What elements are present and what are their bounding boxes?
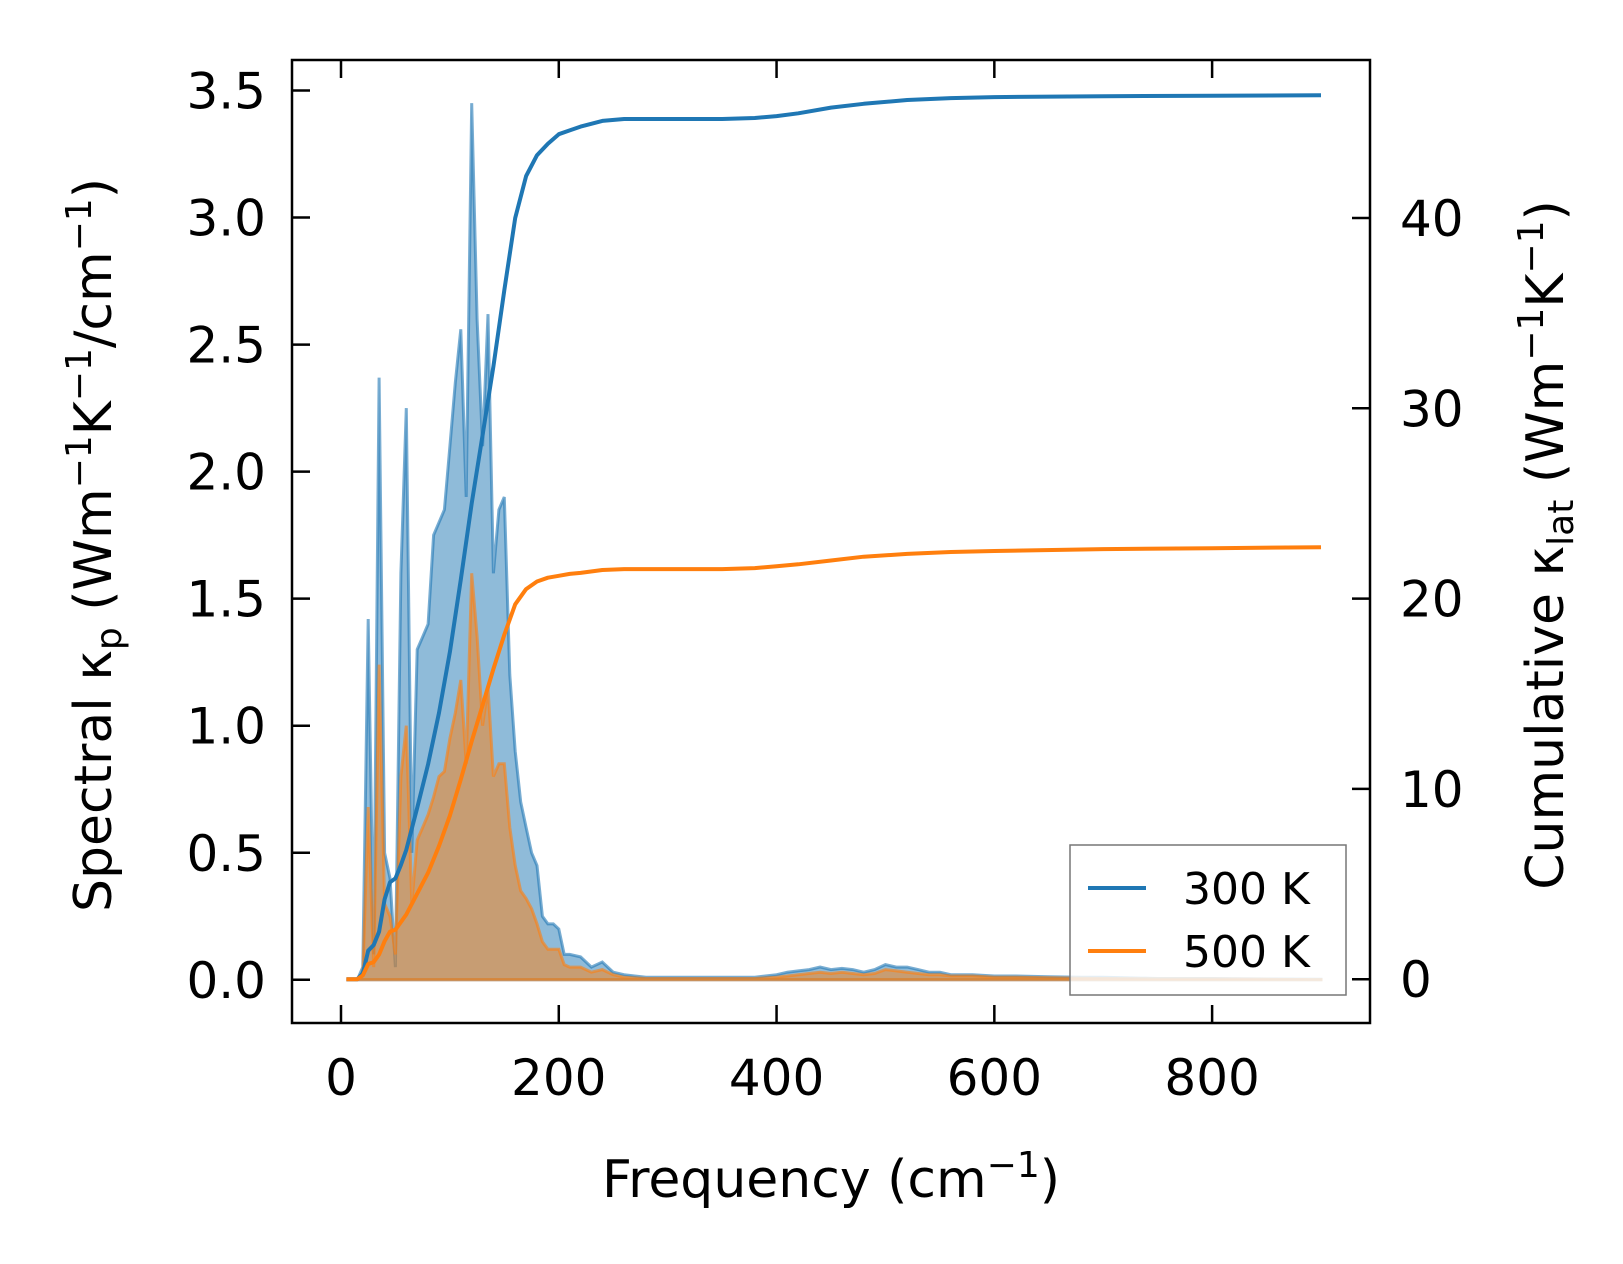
x-axis-label: Frequency (cm−1) — [602, 1145, 1060, 1210]
spectral-area-500k — [346, 573, 1323, 982]
legend: 300 K 500 K — [1069, 844, 1347, 996]
legend-box — [1069, 844, 1347, 996]
y-right-tick-label: 30 — [1400, 380, 1464, 438]
plot-frame — [290, 58, 1372, 1025]
y-right-label-c: K — [1516, 272, 1576, 308]
y-right-tick-label: 20 — [1400, 571, 1464, 629]
y-left-tick-label: 3.5 — [186, 62, 266, 120]
y-right-label-sup2: −1 — [1511, 220, 1552, 273]
x-tick-label: 0 — [325, 1049, 357, 1107]
y-right-label-d: ) — [1516, 200, 1576, 220]
y-left-tick-label: 1.0 — [186, 698, 266, 756]
legend-label-300k: 300 K — [1183, 864, 1311, 915]
x-tick-label: 200 — [511, 1049, 606, 1107]
y-left-label-b: (Wm — [64, 488, 124, 627]
y-left-label-d: /cm — [64, 251, 124, 348]
x-axis-label-end: ) — [1040, 1150, 1060, 1210]
x-axis-label-sup: −1 — [987, 1145, 1040, 1186]
cumulative-line-500k — [346, 545, 1322, 982]
y-left-tick-label: 1.5 — [186, 571, 266, 629]
series-layer — [346, 93, 1323, 982]
x-tick-label: 800 — [1164, 1049, 1259, 1107]
y-left-label-a: Spectral κ — [64, 650, 124, 912]
y-right-label-sup1: −1 — [1511, 308, 1552, 361]
x-axis-label-text: Frequency (cm — [602, 1150, 987, 1210]
y-left-tick-label: 0.0 — [186, 952, 266, 1010]
y-axis-right-label: Cumulative κlat (Wm−1K−1) — [1511, 200, 1582, 890]
y-right-label-sub: lat — [1541, 500, 1582, 546]
y-right-label-a: Cumulative κ — [1516, 546, 1576, 890]
y-left-tick-label: 0.5 — [186, 825, 266, 883]
y-left-tick-label: 3.0 — [186, 190, 266, 248]
y-left-tick-label: 2.0 — [186, 444, 266, 502]
y-left-label-e: ) — [64, 178, 124, 198]
cumulative-line-300k — [346, 93, 1322, 982]
y-left-label-sub: p — [89, 627, 130, 650]
x-tick-label: 600 — [947, 1049, 1042, 1107]
ticks-layer: 0 200 400 600 800 0.0 0.5 1.0 1.5 2.0 2.5 3.0 3.5 0 10… — [186, 60, 1464, 1107]
y-right-label-b: (Wm — [1516, 361, 1576, 500]
y-axis-left-label: Spectral κp (Wm−1K−1/cm−1) — [59, 178, 130, 912]
y-left-label-sup1: −1 — [59, 435, 100, 488]
y-left-label-sup2: −1 — [59, 348, 100, 401]
y-right-tick-label: 10 — [1400, 761, 1464, 819]
y-left-label-c: K — [64, 399, 124, 435]
x-tick-label: 400 — [729, 1049, 824, 1107]
y-left-label-sup3: −1 — [59, 198, 100, 251]
y-left-tick-label: 2.5 — [186, 317, 266, 375]
y-right-tick-label: 40 — [1400, 190, 1464, 248]
legend-label-500k: 500 K — [1183, 927, 1311, 978]
y-right-tick-label: 0 — [1400, 951, 1432, 1009]
